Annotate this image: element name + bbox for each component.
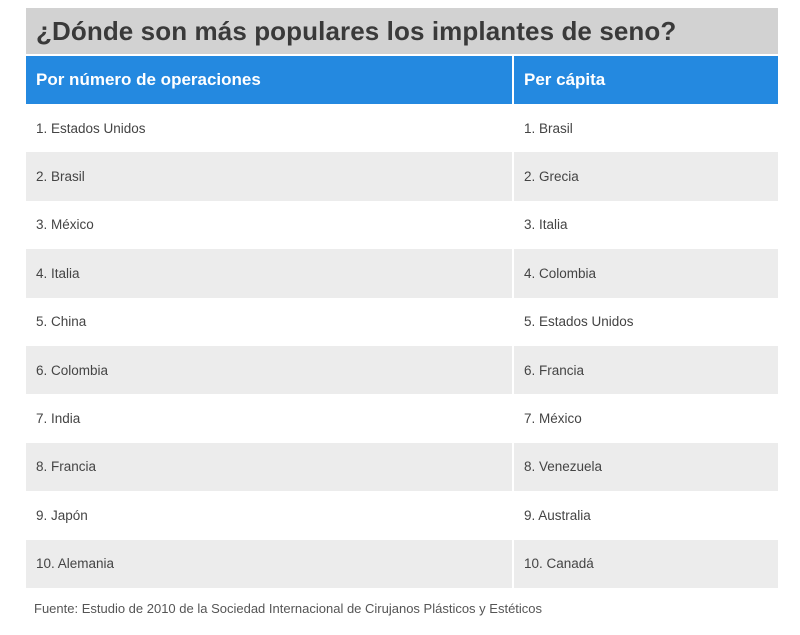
source-note: Fuente: Estudio de 2010 de la Sociedad I…: [34, 601, 543, 616]
operations-rank-cell: 5. China: [26, 297, 512, 346]
operations-rank-cell: 1. Estados Unidos: [26, 104, 512, 153]
table-body: 1. Estados Unidos 1. Brasil 2. Brasil 2.…: [26, 104, 778, 588]
ranking-table: ¿Dónde son más populares los implantes d…: [26, 8, 778, 588]
per-capita-rank-cell: 8. Venezuela: [514, 442, 778, 492]
per-capita-rank-cell: 3. Italia: [514, 200, 778, 250]
operations-rank-cell: 3. México: [26, 200, 512, 250]
per-capita-rank-cell: 2. Grecia: [514, 152, 778, 201]
operations-rank-cell: 8. Francia: [26, 442, 512, 492]
table-row: 2. Brasil 2. Grecia: [26, 152, 778, 201]
per-capita-rank-cell: 4. Colombia: [514, 249, 778, 298]
per-capita-rank-cell: 9. Australia: [514, 491, 778, 540]
per-capita-rank-cell: 6. Francia: [514, 345, 778, 395]
operations-rank-cell: 6. Colombia: [26, 345, 512, 395]
table-row: 8. Francia 8. Venezuela: [26, 442, 778, 492]
operations-rank-cell: 10. Alemania: [26, 539, 512, 588]
per-capita-rank-cell: 5. Estados Unidos: [514, 297, 778, 346]
table-row: 6. Colombia 6. Francia: [26, 345, 778, 395]
page-title: ¿Dónde son más populares los implantes d…: [36, 15, 677, 46]
table-row: 3. México 3. Italia: [26, 200, 778, 250]
operations-rank-cell: 7. India: [26, 394, 512, 443]
table-row: 9. Japón 9. Australia: [26, 491, 778, 540]
table-row: 7. India 7. México: [26, 394, 778, 443]
operations-rank-cell: 4. Italia: [26, 249, 512, 298]
per-capita-rank-cell: 1. Brasil: [514, 104, 778, 153]
table-row: 10. Alemania 10. Canadá: [26, 539, 778, 588]
table-row: 1. Estados Unidos 1. Brasil: [26, 104, 778, 153]
table-header: Por número de operaciones Per cápita: [26, 56, 778, 104]
title-bar: ¿Dónde son más populares los implantes d…: [26, 8, 778, 54]
table-row: 5. China 5. Estados Unidos: [26, 297, 778, 346]
column-header-per-capita: Per cápita: [514, 56, 778, 104]
table-row: 4. Italia 4. Colombia: [26, 249, 778, 298]
operations-rank-cell: 9. Japón: [26, 491, 512, 540]
column-header-operations: Por número de operaciones: [26, 56, 512, 104]
operations-rank-cell: 2. Brasil: [26, 152, 512, 201]
per-capita-rank-cell: 10. Canadá: [514, 539, 778, 588]
per-capita-rank-cell: 7. México: [514, 394, 778, 443]
